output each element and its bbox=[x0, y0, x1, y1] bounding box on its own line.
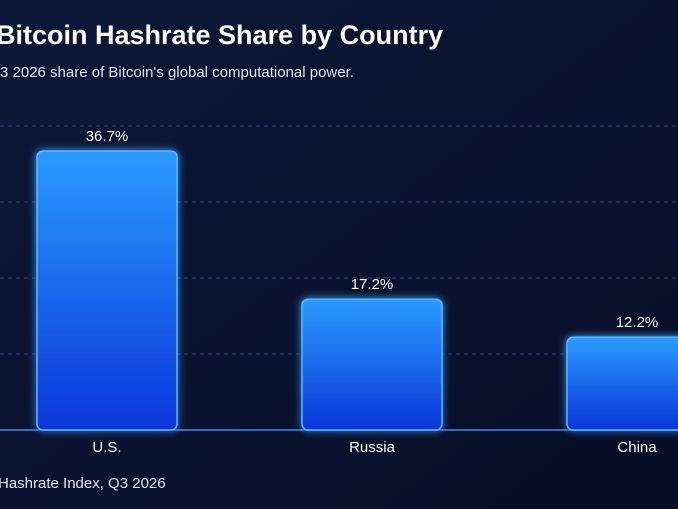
chart-subtitle: 3 2026 share of Bitcoin's global computa… bbox=[0, 64, 354, 81]
value-label: 36.7% bbox=[86, 128, 129, 145]
x-tick-label: China bbox=[617, 439, 657, 456]
bar bbox=[301, 298, 443, 431]
chart-title: Bitcoin Hashrate Share by Country bbox=[0, 20, 443, 50]
x-tick-label: Russia bbox=[349, 439, 396, 456]
value-label: 17.2% bbox=[351, 276, 394, 293]
chart-source: Hashrate Index, Q3 2026 bbox=[0, 475, 166, 492]
x-tick-label: U.S. bbox=[92, 439, 121, 456]
bar bbox=[36, 150, 178, 431]
value-label: 12.2% bbox=[616, 314, 659, 331]
bar bbox=[566, 336, 678, 431]
